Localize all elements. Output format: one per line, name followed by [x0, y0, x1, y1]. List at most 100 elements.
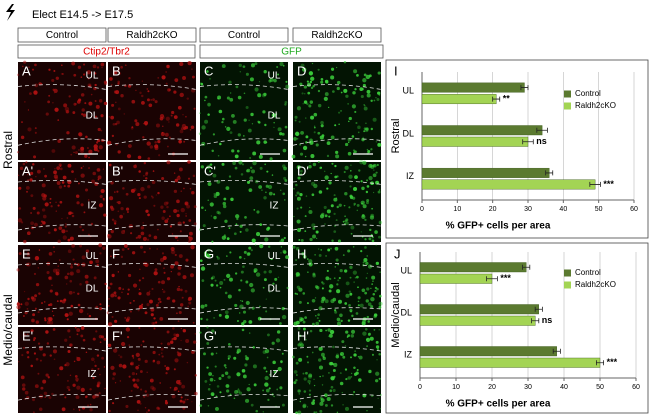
cell [101, 356, 105, 360]
cell [119, 380, 122, 382]
x-tick-label: 30 [524, 384, 532, 391]
cell [141, 80, 143, 82]
x-tick-label: 0 [420, 206, 424, 213]
boundary-line [292, 138, 382, 146]
cell [254, 87, 259, 92]
cell [48, 94, 51, 97]
cell [54, 107, 59, 112]
cell [109, 196, 114, 201]
cell [187, 160, 191, 164]
cell [170, 249, 176, 255]
cell [114, 382, 117, 384]
cell [133, 299, 135, 302]
cell [178, 175, 180, 178]
cell [71, 212, 74, 214]
cell [335, 355, 340, 359]
cell [215, 406, 219, 411]
cell [301, 252, 305, 256]
cell [279, 386, 283, 390]
cell [308, 383, 311, 385]
cell [230, 92, 232, 94]
cell [240, 270, 244, 274]
cell [334, 164, 337, 168]
cell [324, 403, 328, 407]
cell [357, 300, 360, 303]
cell [144, 359, 148, 364]
cell [340, 353, 342, 356]
cell [217, 154, 220, 157]
cell [271, 174, 274, 176]
cell [263, 366, 267, 370]
cell [341, 391, 343, 394]
cell [363, 127, 367, 130]
cell [313, 384, 316, 387]
cell [166, 205, 169, 209]
cell [309, 100, 314, 104]
cell [200, 206, 204, 209]
cell [140, 226, 145, 230]
cell [338, 111, 341, 114]
x-tick-label: 20 [488, 384, 496, 391]
cell [80, 173, 85, 178]
cell [209, 202, 214, 207]
cell [330, 376, 335, 381]
cell [112, 372, 116, 376]
cell [267, 226, 270, 229]
cell [155, 303, 159, 307]
cell [338, 123, 340, 126]
cell [57, 374, 59, 376]
cell [302, 255, 307, 259]
cell [185, 258, 189, 262]
cell [357, 125, 361, 130]
cell [132, 357, 135, 359]
cell [235, 85, 239, 89]
cell [310, 154, 315, 159]
cell [173, 90, 177, 94]
cell [312, 84, 315, 88]
cell [262, 411, 265, 413]
legend-label: Raldh2cKO [575, 101, 616, 110]
cell [89, 407, 93, 412]
cell [273, 121, 275, 124]
cell [163, 201, 168, 206]
cell [69, 236, 74, 241]
cell [342, 220, 345, 223]
cell [199, 331, 202, 334]
cell [348, 120, 350, 123]
cell [293, 370, 298, 374]
cell [82, 165, 85, 167]
cell [316, 317, 319, 320]
cell [171, 233, 174, 235]
cell [273, 395, 275, 398]
cell [69, 279, 73, 283]
cell [29, 92, 32, 96]
cell [320, 166, 323, 169]
cell [137, 155, 142, 160]
cell [296, 374, 298, 376]
error-bar [589, 181, 601, 187]
cell [209, 163, 213, 166]
cell [18, 186, 22, 190]
cell [228, 227, 231, 230]
cell [52, 349, 57, 354]
cell [48, 396, 52, 399]
cell [177, 272, 181, 276]
x-tick-label: 0 [418, 384, 422, 391]
cell [264, 163, 267, 166]
cell [152, 98, 155, 102]
cell [300, 130, 304, 135]
cell [181, 384, 186, 389]
cell [192, 174, 196, 178]
cell [324, 223, 326, 225]
cell [166, 217, 170, 221]
cell [200, 304, 205, 309]
cell [51, 310, 54, 312]
cell [97, 149, 100, 153]
cell [353, 186, 358, 192]
cell [117, 210, 120, 213]
cell [372, 280, 374, 282]
cell [282, 148, 287, 153]
cell [100, 62, 105, 67]
cell [319, 396, 323, 400]
cell [323, 170, 326, 173]
